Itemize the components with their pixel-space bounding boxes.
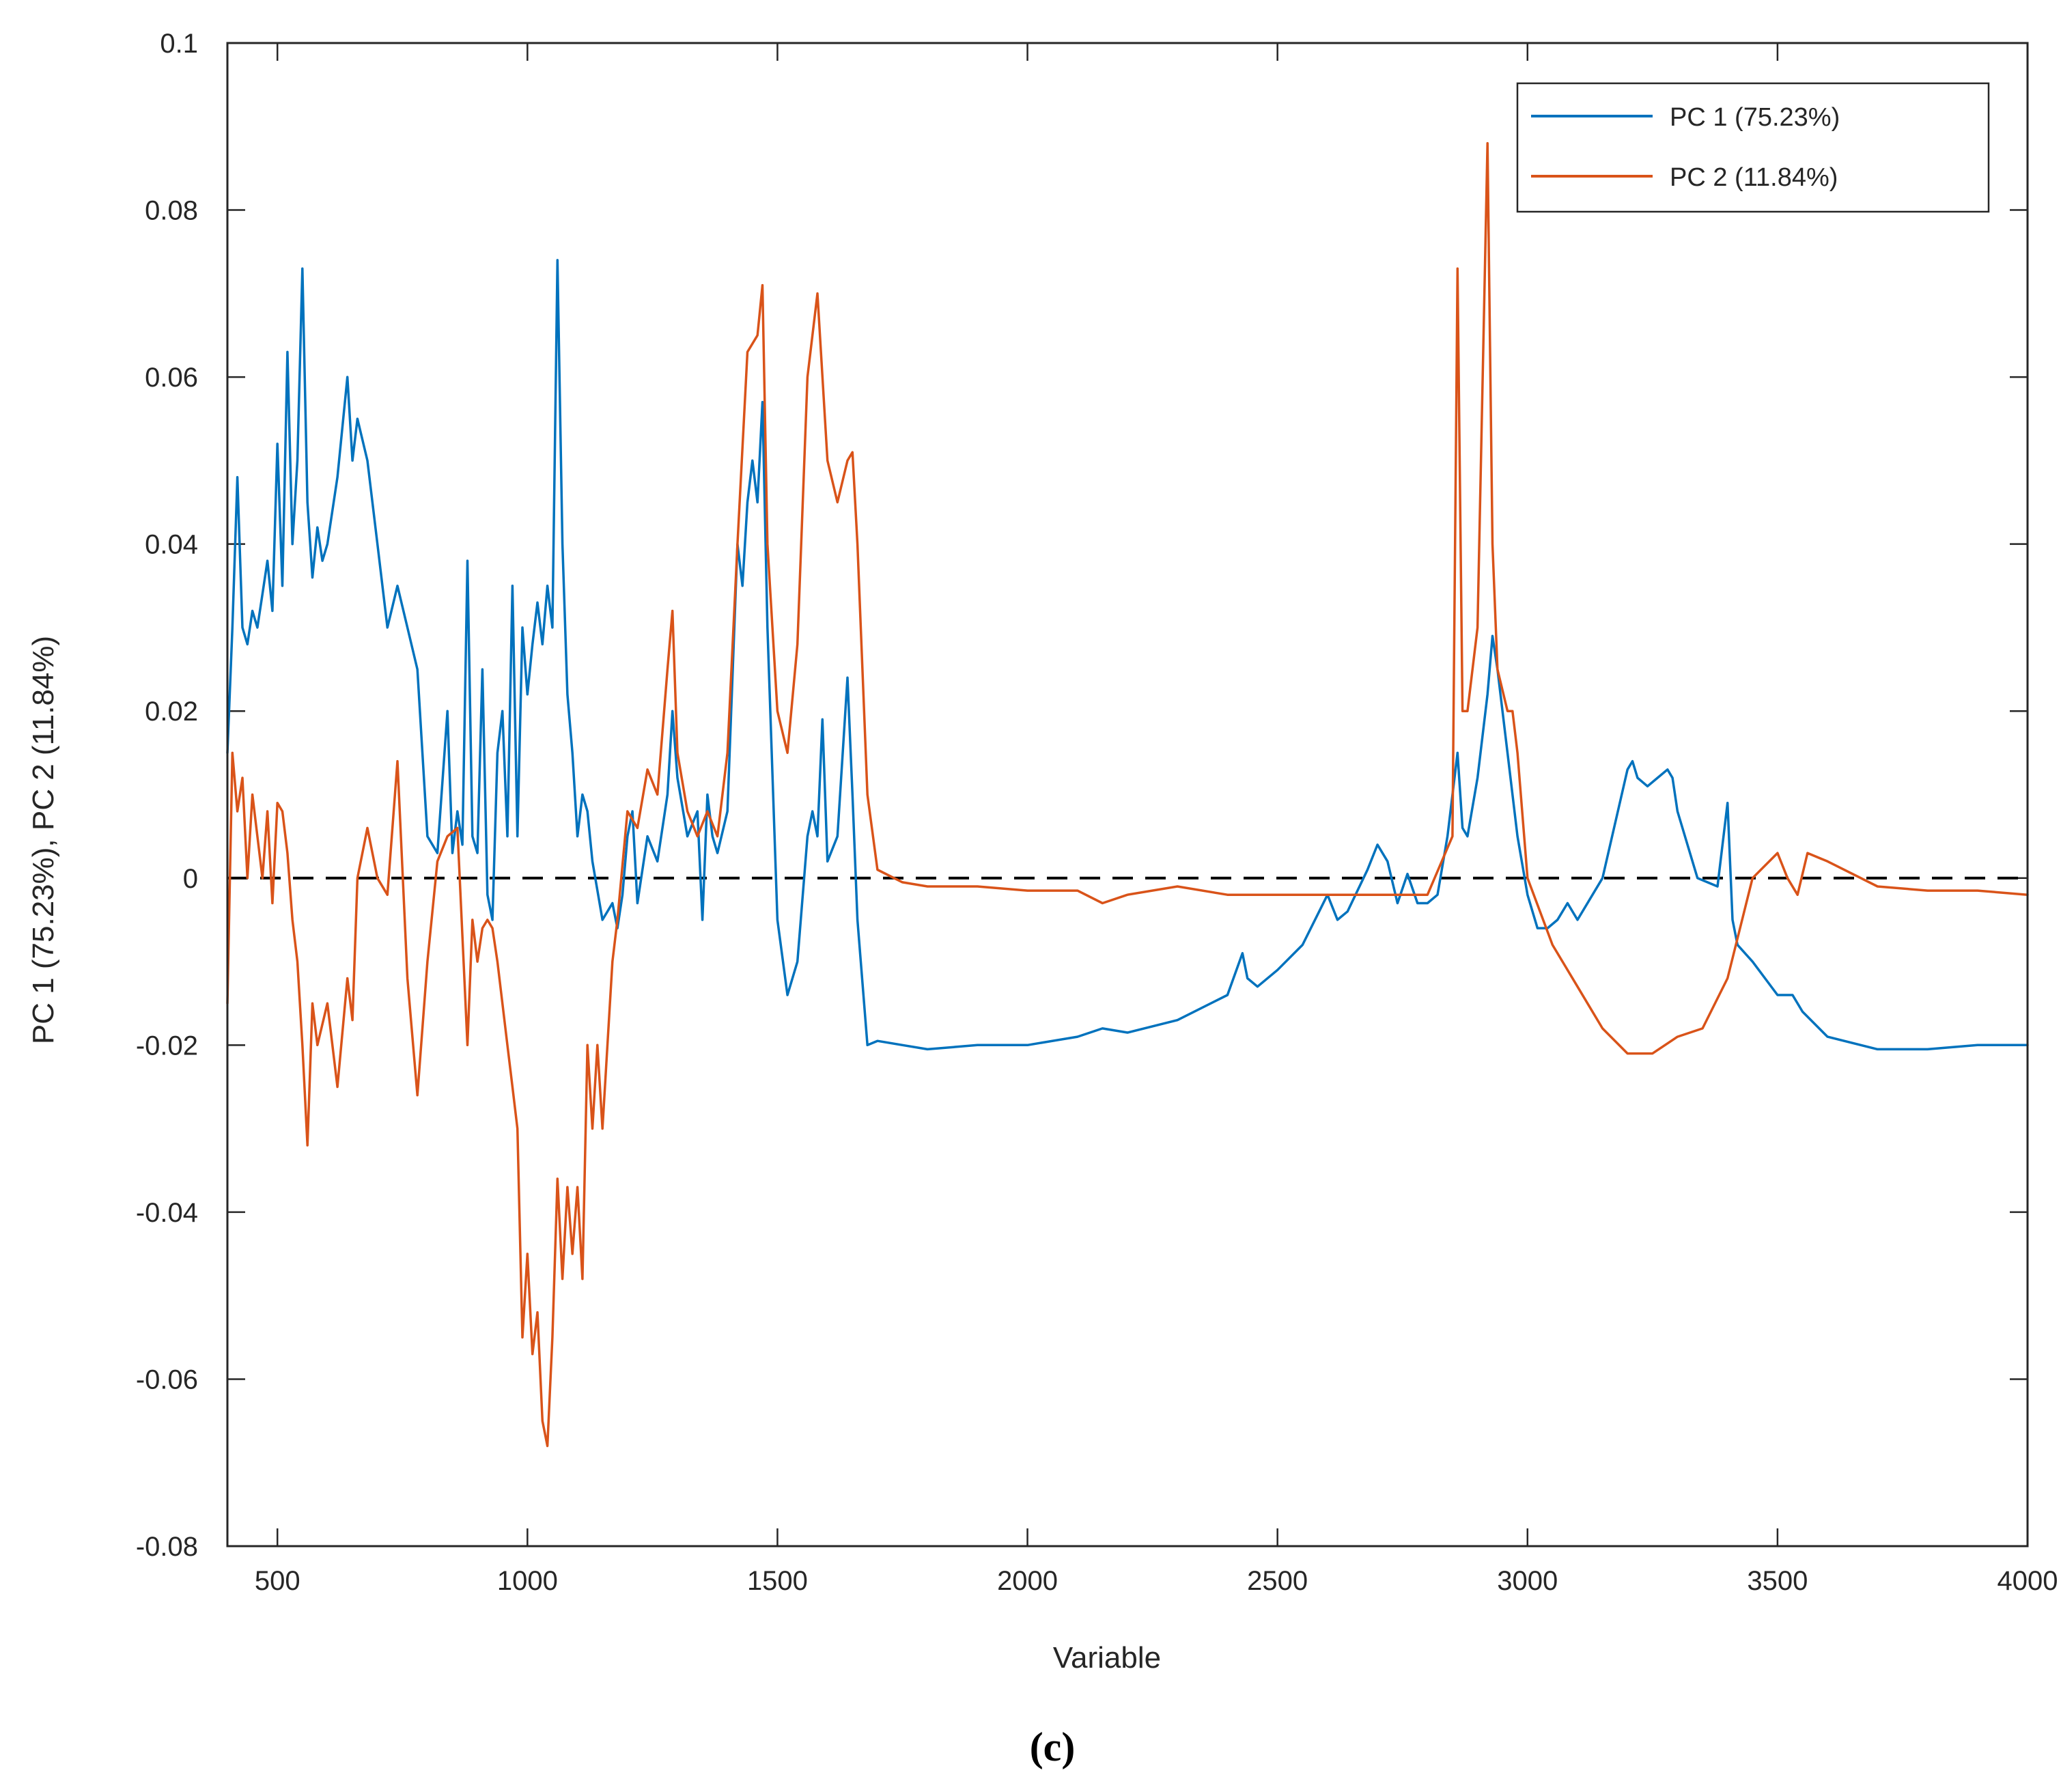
x-tick-label: 1000 xyxy=(497,1566,558,1596)
y-tick-label: 0.08 xyxy=(145,196,198,226)
figure-caption: (c) xyxy=(1030,1724,1076,1769)
x-tick-label: 2000 xyxy=(997,1566,1058,1596)
series-group xyxy=(226,141,2029,1448)
x-tick-labels: 500 1000 1500 2000 2500 3000 3500 4000 xyxy=(255,1566,2058,1596)
series-line-pc2 xyxy=(226,141,2029,1448)
y-tick-labels: -0.08 -0.06 -0.04 -0.02 0 0.02 0.04 0.06 0.08 0.1 xyxy=(136,29,198,1562)
y-tick-label: -0.04 xyxy=(136,1198,198,1228)
y-tick-label: 0 xyxy=(183,864,198,894)
y-tick-label: 0.04 xyxy=(145,530,198,560)
x-tick-label: 2500 xyxy=(1247,1566,1308,1596)
legend: PC 1 (75.23%) PC 2 (11.84%) xyxy=(1516,82,1990,213)
legend-box xyxy=(1516,82,1990,213)
plot-background xyxy=(227,43,2028,1546)
x-tick-label: 4000 xyxy=(1997,1566,2058,1596)
y-tick-label: -0.06 xyxy=(136,1364,198,1395)
y-axis-title: PC 1 (75.23%), PC 2 (11.84%) xyxy=(27,636,60,1044)
x-axis-title: Variable xyxy=(1053,1641,1161,1675)
y-tick-label: -0.02 xyxy=(136,1031,198,1061)
y-tick-label: 0.06 xyxy=(145,363,198,393)
x-tick-label: 3000 xyxy=(1497,1566,1558,1596)
y-tick-label: 0.1 xyxy=(160,29,198,59)
legend-label-pc2: PC 2 (11.84%) xyxy=(1670,163,1838,192)
x-tick-label: 500 xyxy=(255,1566,300,1596)
legend-label-pc1: PC 1 (75.23%) xyxy=(1670,103,1840,132)
y-tick-label: -0.08 xyxy=(136,1532,198,1562)
x-tick-label: 3500 xyxy=(1747,1566,1808,1596)
x-tick-label: 1500 xyxy=(747,1566,808,1596)
series-line-pc1 xyxy=(226,259,2029,1051)
plot-frame xyxy=(226,42,2029,1548)
y-tick-label: 0.02 xyxy=(145,697,198,727)
